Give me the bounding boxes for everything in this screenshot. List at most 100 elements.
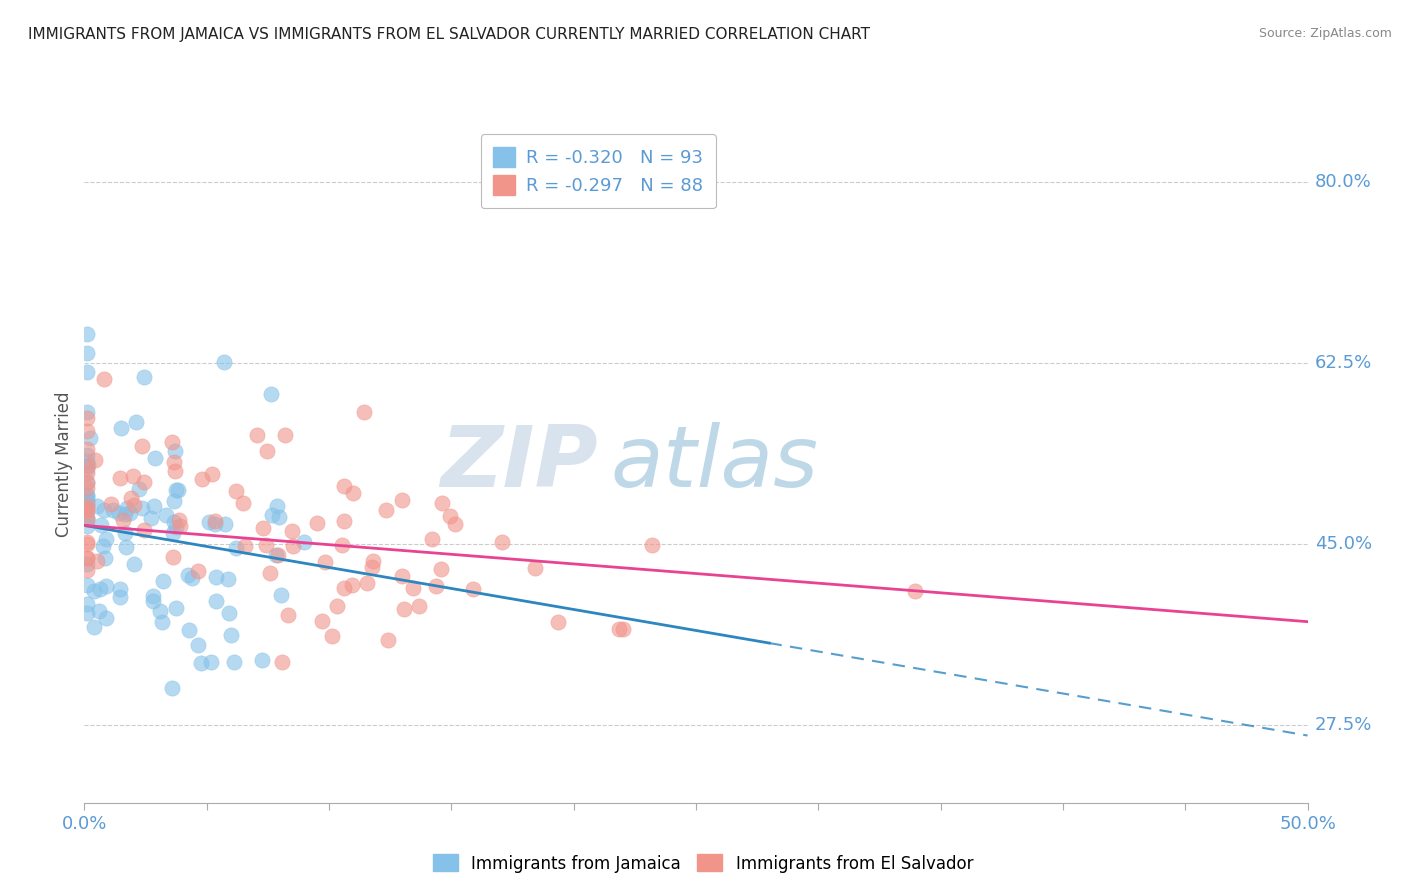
- Point: [76, 442, 98, 456]
- Text: 45.0%: 45.0%: [1315, 535, 1372, 553]
- Point: [391, 492, 413, 507]
- Point: [254, 538, 277, 552]
- Point: [163, 454, 186, 468]
- Point: [163, 444, 186, 458]
- Point: [461, 582, 484, 597]
- Point: [235, 539, 257, 553]
- Point: [439, 508, 461, 523]
- Point: [201, 467, 224, 481]
- Text: ZIP: ZIP: [440, 422, 598, 506]
- Point: [166, 601, 188, 615]
- Point: [270, 588, 292, 602]
- Point: [142, 499, 165, 513]
- Point: [93, 372, 115, 386]
- Point: [225, 541, 247, 556]
- Point: [225, 483, 247, 498]
- Point: [187, 564, 209, 578]
- Point: [259, 566, 281, 581]
- Point: [128, 482, 150, 496]
- Point: [430, 496, 453, 510]
- Point: [356, 575, 378, 590]
- Point: [422, 532, 444, 546]
- Point: [76, 578, 98, 592]
- Y-axis label: Currently Married: Currently Married: [55, 391, 73, 537]
- Point: [76, 424, 98, 438]
- Point: [101, 503, 124, 517]
- Point: [114, 525, 136, 540]
- Point: [76, 557, 98, 571]
- Point: [163, 464, 186, 478]
- Point: [197, 516, 219, 530]
- Point: [76, 458, 98, 472]
- Point: [491, 534, 513, 549]
- Point: [212, 354, 235, 368]
- Point: [122, 558, 145, 572]
- Point: [260, 387, 283, 401]
- Point: [374, 502, 396, 516]
- Point: [169, 519, 191, 533]
- Text: IMMIGRANTS FROM JAMAICA VS IMMIGRANTS FROM EL SALVADOR CURRENTLY MARRIED CORRELA: IMMIGRANTS FROM JAMAICA VS IMMIGRANTS FR…: [28, 27, 870, 42]
- Point: [612, 622, 634, 636]
- Point: [76, 502, 98, 516]
- Point: [76, 466, 98, 480]
- Point: [76, 492, 98, 507]
- Point: [152, 574, 174, 588]
- Point: [425, 579, 447, 593]
- Point: [76, 511, 98, 525]
- Point: [218, 606, 240, 620]
- Point: [115, 541, 138, 555]
- Point: [100, 497, 122, 511]
- Point: [76, 411, 98, 425]
- Point: [76, 519, 98, 533]
- Point: [76, 597, 98, 611]
- Point: [141, 511, 163, 525]
- Point: [281, 524, 304, 538]
- Point: [91, 539, 114, 553]
- Point: [353, 405, 375, 419]
- Point: [177, 568, 200, 582]
- Point: [76, 489, 98, 503]
- Point: [142, 590, 165, 604]
- Point: [162, 549, 184, 564]
- Point: [94, 551, 117, 566]
- Point: [76, 512, 98, 526]
- Point: [83, 620, 105, 634]
- Point: [162, 526, 184, 541]
- Point: [79, 431, 101, 445]
- Point: [392, 601, 415, 615]
- Text: atlas: atlas: [610, 422, 818, 506]
- Point: [252, 521, 274, 535]
- Point: [155, 508, 177, 523]
- Point: [187, 638, 209, 652]
- Point: [266, 500, 288, 514]
- Point: [361, 560, 384, 574]
- Point: [76, 535, 98, 549]
- Point: [264, 548, 287, 562]
- Point: [524, 560, 547, 574]
- Point: [408, 599, 430, 613]
- Point: [321, 629, 343, 643]
- Point: [262, 508, 284, 522]
- Point: [214, 516, 236, 531]
- Point: [246, 428, 269, 442]
- Point: [269, 510, 291, 524]
- Point: [76, 481, 98, 495]
- Point: [165, 520, 187, 534]
- Point: [94, 611, 117, 625]
- Point: [93, 503, 115, 517]
- Point: [281, 540, 304, 554]
- Point: [377, 632, 399, 647]
- Point: [124, 415, 146, 429]
- Point: [94, 579, 117, 593]
- Point: [190, 472, 212, 486]
- Point: [204, 517, 226, 532]
- Point: [76, 405, 98, 419]
- Point: [391, 568, 413, 582]
- Point: [76, 537, 98, 551]
- Point: [76, 365, 98, 379]
- Point: [118, 506, 141, 520]
- Point: [204, 515, 226, 529]
- Point: [166, 483, 188, 497]
- Point: [190, 656, 212, 670]
- Point: [277, 608, 299, 623]
